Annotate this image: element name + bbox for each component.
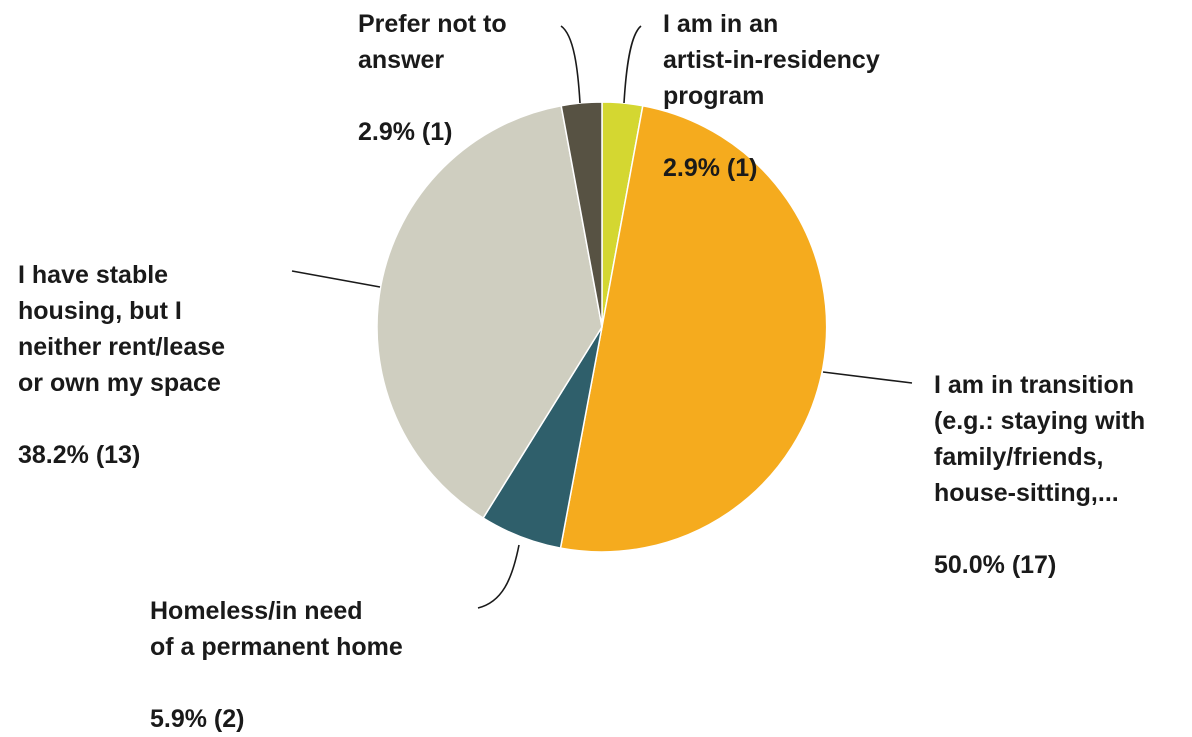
- slice-label-text: I have stable: [18, 261, 169, 289]
- slice-label-text: of a permanent home: [150, 633, 403, 661]
- slice-label-text: neither rent/lease: [18, 333, 226, 361]
- slice-label-stable-housing: I have stable housing, but I neither ren…: [18, 257, 225, 473]
- slice-label-text: (e.g.: staying with: [934, 407, 1146, 435]
- slice-value-label: 2.9% (1): [663, 154, 758, 182]
- slice-value-label: 5.9% (2): [150, 705, 245, 733]
- leader-line-artist-residency: [623, 25, 642, 104]
- slice-value-label: 50.0% (17): [934, 551, 1057, 579]
- pie-slice-stable-housing: [376, 104, 603, 520]
- slice-label-text: I am in transition: [934, 371, 1135, 399]
- slice-label-text: house-sitting,...: [934, 479, 1119, 507]
- pie-slice-in-transition: [559, 104, 828, 553]
- slice-label-text: Prefer not to: [358, 10, 507, 38]
- slice-label-text: Homeless/in need: [150, 597, 363, 625]
- slice-value-label: 2.9% (1): [358, 118, 453, 146]
- slice-label-text: I am in an: [663, 10, 779, 38]
- slice-label-text: answer: [358, 46, 445, 74]
- leader-line-in-transition: [822, 371, 913, 384]
- slice-label-artist-residency: I am in an artist-in-residency program 2…: [663, 6, 880, 186]
- slice-label-homeless: Homeless/in need of a permanent home 5.9…: [150, 593, 403, 737]
- slice-value-label: 38.2% (13): [18, 441, 141, 469]
- pie-slice-prefer-not: [560, 101, 603, 328]
- leader-line-stable-housing: [291, 270, 381, 288]
- pie-slices: [376, 101, 828, 553]
- leader-lines: [291, 25, 913, 609]
- leader-line-homeless: [477, 544, 520, 609]
- slice-label-text: program: [663, 82, 765, 110]
- slice-label-text: artist-in-residency: [663, 46, 880, 74]
- slice-label-text: or own my space: [18, 369, 221, 397]
- slice-label-in-transition: I am in transition (e.g.: staying with f…: [934, 367, 1145, 583]
- slice-label-text: family/friends,: [934, 443, 1104, 471]
- slice-label-text: housing, but I: [18, 297, 182, 325]
- slice-label-prefer-not: Prefer not to answer 2.9% (1): [358, 6, 507, 150]
- leader-line-prefer-not: [560, 25, 581, 104]
